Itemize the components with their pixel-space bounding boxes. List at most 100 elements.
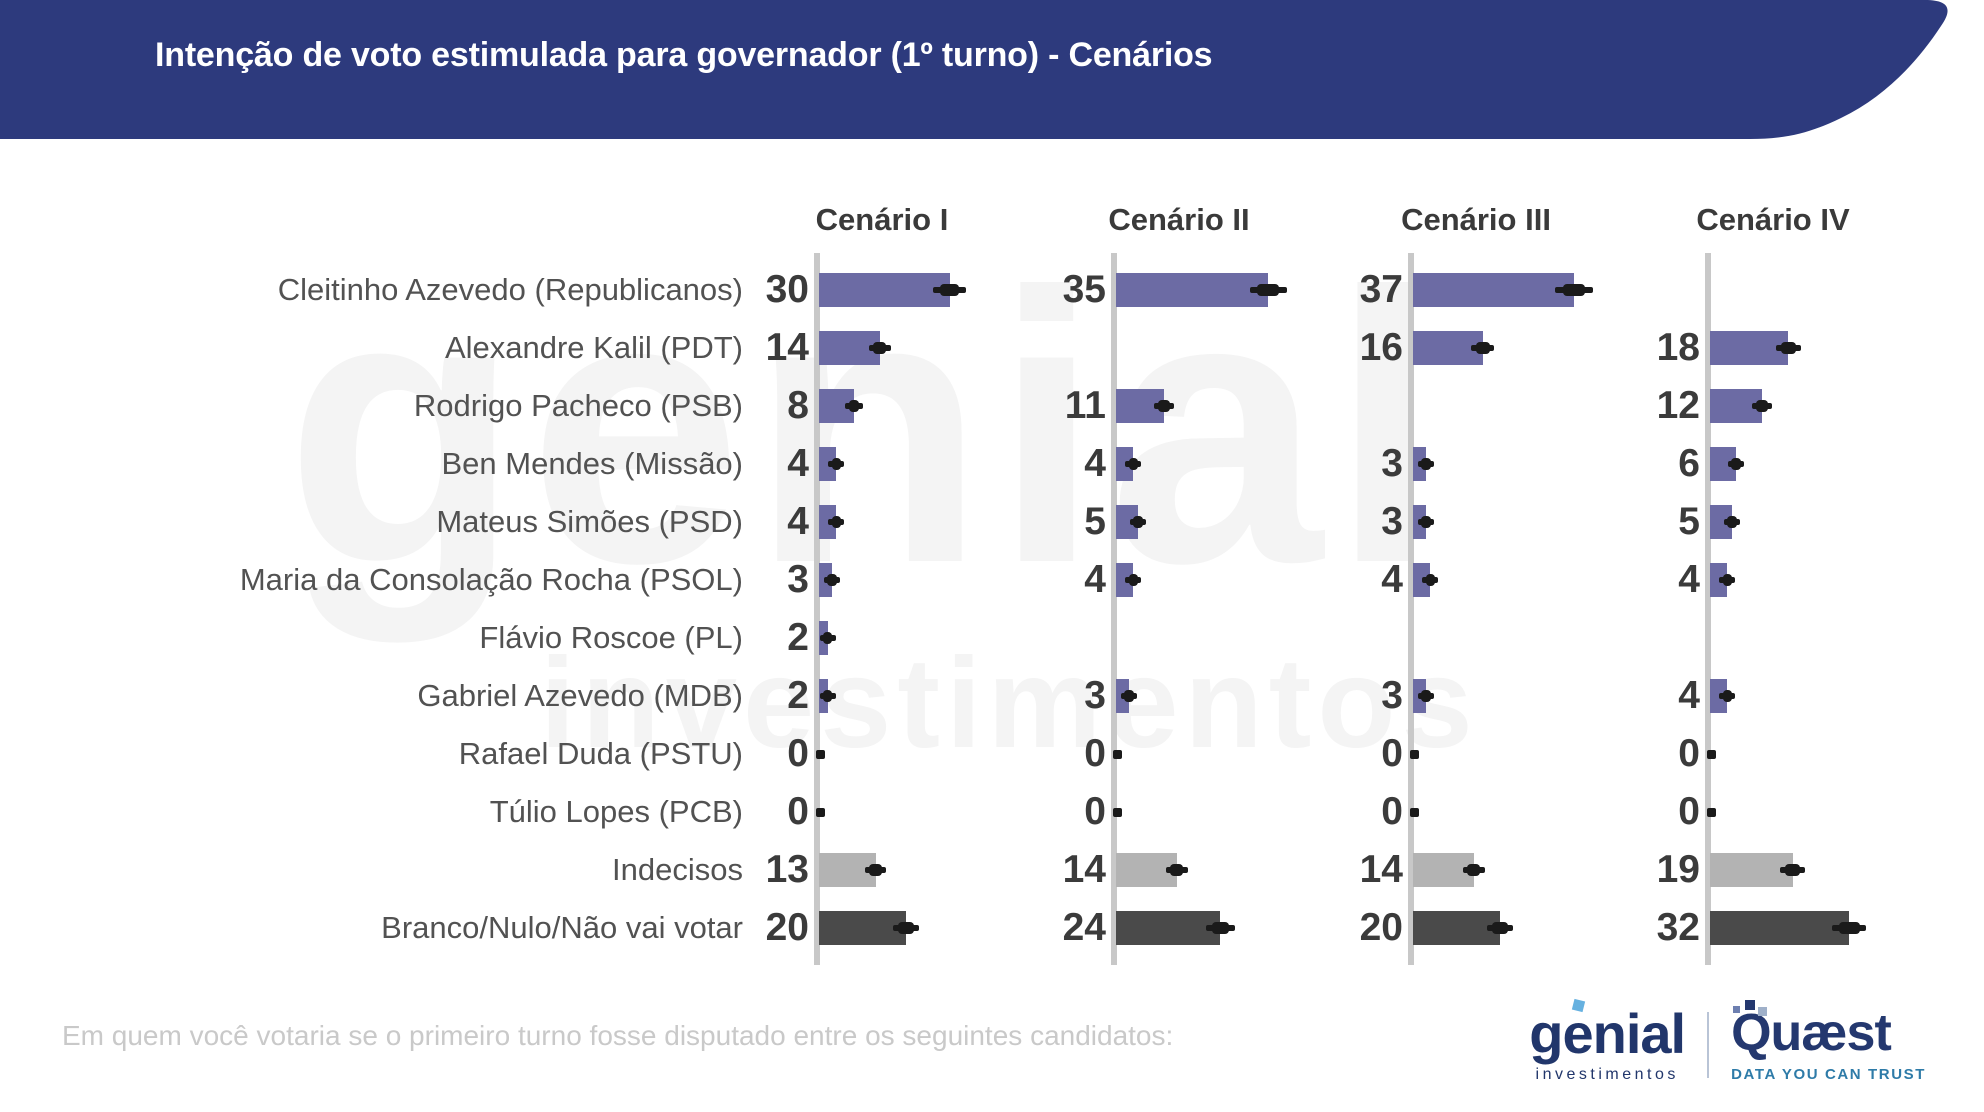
scenario-cell: 4 — [1351, 551, 1648, 609]
logo-divider — [1707, 1012, 1710, 1078]
scenario-cell: 30 — [757, 261, 1054, 319]
scenario-cell: 3 — [1351, 435, 1648, 493]
scenario-cell: 14 — [1351, 841, 1648, 899]
error-bar-core — [1785, 864, 1801, 876]
error-bar-core — [1562, 284, 1586, 296]
scenario-cell: 24 — [1054, 899, 1351, 957]
scenario-cell — [1351, 609, 1648, 667]
value-label: 2 — [787, 674, 809, 717]
chart-row: Alexandre Kalil (PDT) 14 16 18 — [0, 319, 1984, 377]
scenario-header: Cenário IV — [1696, 202, 1850, 237]
scenario-cell: 0 — [1054, 783, 1351, 841]
value-label: 3 — [1381, 500, 1403, 543]
scenario-cell: 4 — [1054, 435, 1351, 493]
value-label: 19 — [1656, 848, 1700, 891]
header-band — [0, 0, 1948, 139]
logo-block: genial investimentos Quæst DATA YOU CAN … — [1529, 998, 1926, 1084]
error-bar-dot — [1113, 808, 1122, 817]
value-label: 12 — [1656, 384, 1700, 427]
value-label: 30 — [765, 268, 809, 311]
axis-line — [1111, 253, 1117, 965]
quaest-logo: Quæst DATA YOU CAN TRUST — [1731, 1000, 1926, 1083]
value-label: 11 — [1064, 384, 1106, 427]
chart-rows: Cleitinho Azevedo (Republicanos) 30 35 37 Al… — [0, 261, 1984, 957]
bar — [1413, 273, 1574, 307]
value-label: 4 — [1381, 558, 1403, 601]
scenario-cell: 16 — [1351, 319, 1648, 377]
value-label: 32 — [1656, 906, 1700, 949]
scenario-cell: 11 — [1054, 377, 1351, 435]
value-label: 6 — [1678, 442, 1700, 485]
genial-subtitle: investimentos — [1535, 1066, 1679, 1083]
error-bar-core — [1838, 922, 1860, 934]
value-label: 37 — [1359, 268, 1403, 311]
error-bar-dot — [1410, 750, 1419, 759]
value-label: 8 — [787, 384, 809, 427]
error-bar-core — [822, 690, 833, 702]
chart-row: Rodrigo Pacheco (PSB) 8 11 12 — [0, 377, 1984, 435]
error-bar-core — [831, 458, 842, 470]
scenario-cell: 4 — [757, 435, 1054, 493]
category-label: Ben Mendes (Missão) — [441, 446, 743, 481]
scenario-cell — [1054, 319, 1351, 377]
value-label: 5 — [1678, 500, 1700, 543]
scenario-cell: 4 — [1054, 551, 1351, 609]
error-bar-core — [1756, 400, 1769, 412]
chart-row: Túlio Lopes (PCB) 0 0 0 0 — [0, 783, 1984, 841]
scenario-cell: 20 — [1351, 899, 1648, 957]
scenario-header: Cenário III — [1401, 202, 1551, 237]
value-label: 3 — [1084, 674, 1106, 717]
scenario-cell: 5 — [1648, 493, 1945, 551]
bar — [1710, 331, 1789, 365]
value-label: 4 — [1084, 442, 1106, 485]
bar — [1710, 911, 1850, 945]
error-bar-core — [1170, 864, 1184, 876]
value-label: 0 — [1084, 790, 1106, 833]
scenario-cell: 8 — [757, 377, 1054, 435]
scenario-cell: 4 — [1648, 551, 1945, 609]
scenario-cell: 5 — [1054, 493, 1351, 551]
scenario-cell: 37 — [1351, 261, 1648, 319]
scenario-cell: 18 — [1648, 319, 1945, 377]
genial-logo: genial investimentos — [1529, 998, 1686, 1084]
error-bar-core — [1467, 864, 1481, 876]
quaest-pixel-icon — [1745, 1000, 1756, 1010]
bar — [819, 505, 837, 539]
error-bar-dot — [1707, 750, 1716, 759]
bar — [1413, 911, 1500, 945]
scenario-cell: 32 — [1648, 899, 1945, 957]
scenario-cell: 6 — [1648, 435, 1945, 493]
error-bar-core — [1157, 400, 1170, 412]
error-bar-core — [1124, 690, 1134, 702]
bar — [1116, 447, 1134, 481]
value-label: 0 — [1381, 790, 1403, 833]
value-label: 0 — [1678, 790, 1700, 833]
error-bar-core — [1722, 574, 1733, 586]
value-label: 3 — [1381, 442, 1403, 485]
quaest-tagline: DATA YOU CAN TRUST — [1731, 1066, 1926, 1083]
bar — [819, 447, 837, 481]
scenario-cell — [1648, 261, 1945, 319]
error-bar-core — [1421, 690, 1431, 702]
bar — [1413, 563, 1431, 597]
category-label: Rafael Duda (PSTU) — [458, 736, 743, 771]
error-bar-core — [869, 864, 882, 876]
scenario-cell: 2 — [757, 609, 1054, 667]
page-title: Intenção de voto estimulada para governa… — [155, 36, 1213, 74]
chart-row: Gabriel Azevedo (MDB) 2 3 3 4 — [0, 667, 1984, 725]
error-bar-core — [1722, 690, 1733, 702]
scenario-cell: 0 — [757, 783, 1054, 841]
scenario-cell: 0 — [1054, 725, 1351, 783]
error-bar-dot — [1707, 808, 1716, 817]
survey-question: Em quem você votaria se o primeiro turno… — [62, 1020, 1174, 1051]
bar — [1116, 911, 1221, 945]
chart-row: Flávio Roscoe (PL) 2 — [0, 609, 1984, 667]
bar — [1116, 505, 1138, 539]
bar — [1116, 563, 1134, 597]
error-bar-core — [1128, 574, 1139, 586]
scenario-cell: 2 — [757, 667, 1054, 725]
quaest-wordmark: Quæst — [1731, 1000, 1926, 1059]
value-label: 4 — [787, 500, 809, 543]
chart-row: Cleitinho Azevedo (Republicanos) 30 35 37 — [0, 261, 1984, 319]
